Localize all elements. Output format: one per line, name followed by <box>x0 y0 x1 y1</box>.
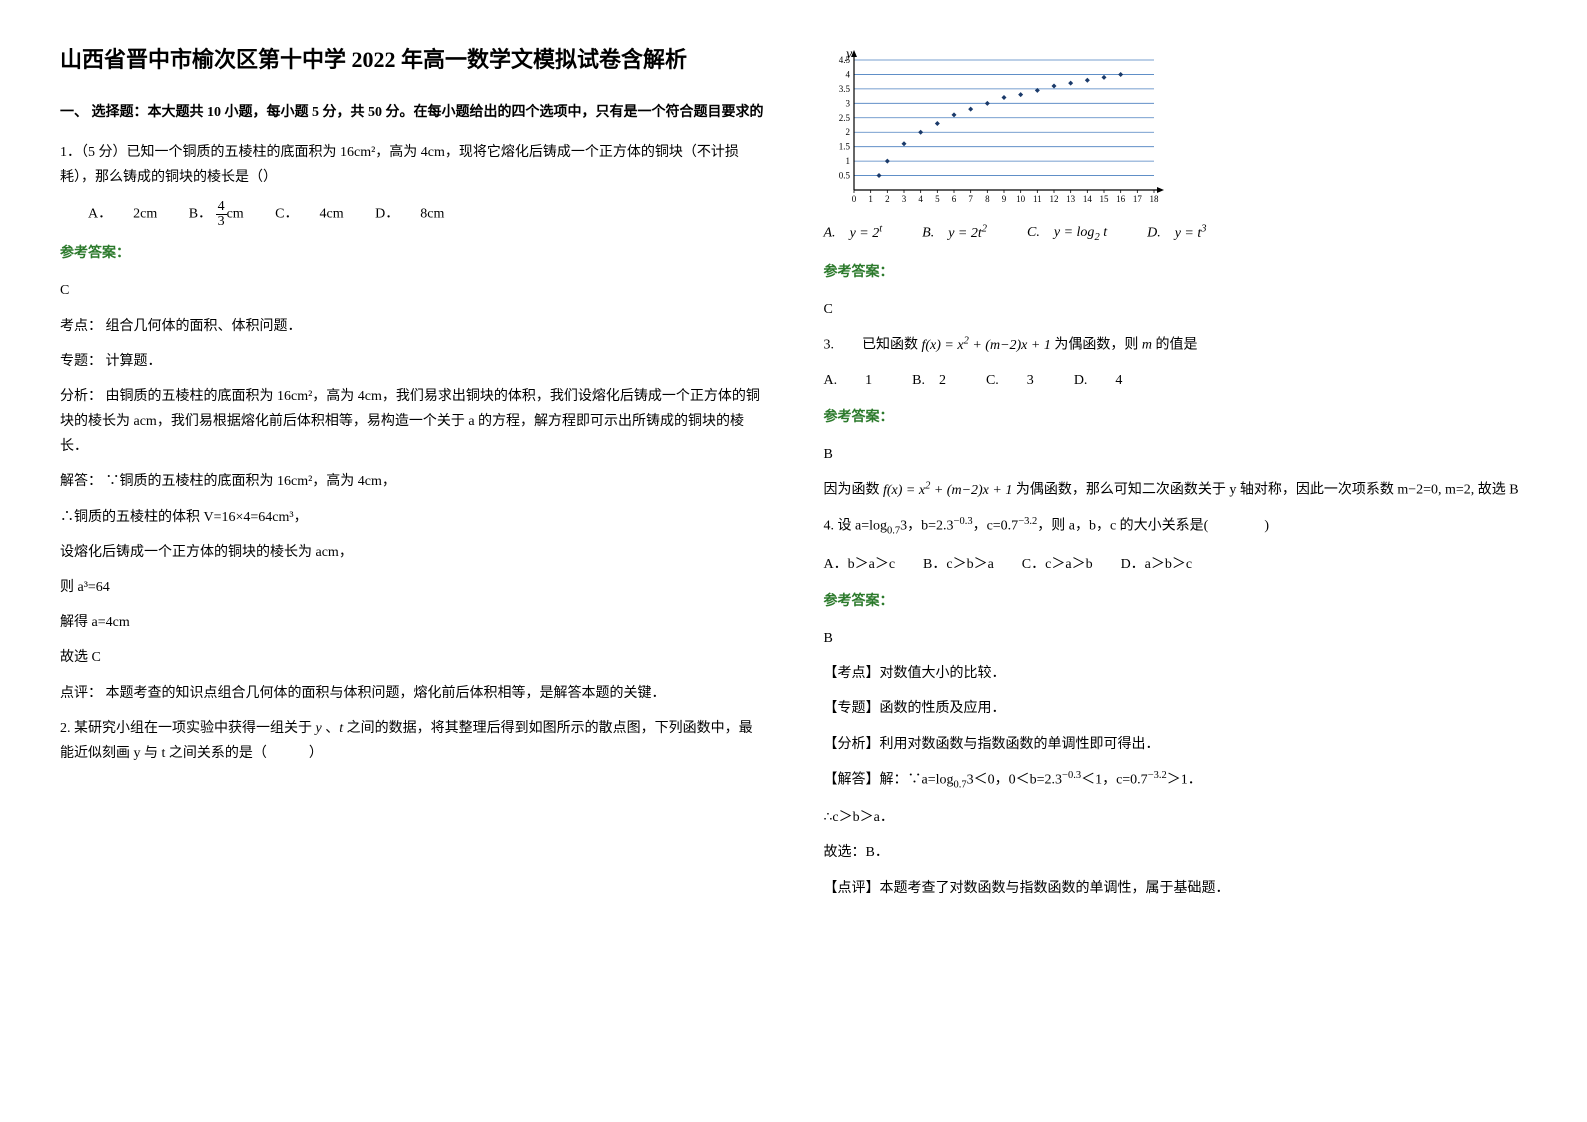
cm-unit: cm <box>227 207 244 222</box>
svg-text:5: 5 <box>935 194 940 204</box>
svg-text:6: 6 <box>951 194 956 204</box>
svg-text:9: 9 <box>1001 194 1006 204</box>
svg-text:0: 0 <box>851 194 856 204</box>
q2-opt-d: D. y = t3 <box>1147 220 1206 248</box>
answer-label-2: 参考答案： <box>824 260 1528 285</box>
svg-text:7: 7 <box>968 194 973 204</box>
q4-jieda2: ∴c＞b＞a． <box>824 805 1528 830</box>
svg-text:1: 1 <box>845 156 850 166</box>
q4-kaodian: 【考点】对数值大小的比较． <box>824 661 1528 686</box>
q1-options: A． 2cm B． 4 3 cm C． 4cm D． 8cm <box>60 200 764 229</box>
q1-jieda2: ∴铜质的五棱柱的体积 V=16×4=64cm³， <box>60 505 764 530</box>
q1-kaodian: 考点： 组合几何体的面积、体积问题． <box>60 314 764 339</box>
q3-opt-d: D. 4 <box>1074 368 1123 393</box>
q1-fenxi: 分析： 由铜质的五棱柱的底面积为 16cm²，高为 4cm，我们易求出铜块的体积… <box>60 384 764 460</box>
q4-dianping: 【点评】本题考查了对数函数与指数函数的单调性，属于基础题． <box>824 876 1528 901</box>
svg-text:1: 1 <box>868 194 873 204</box>
svg-text:0.5: 0.5 <box>838 171 850 181</box>
svg-text:17: 17 <box>1132 194 1142 204</box>
q3-opt-b: B. 2 <box>912 368 946 393</box>
svg-text:8: 8 <box>985 194 990 204</box>
q1-jieda3: 设熔化后铸成一个正方体的铜块的棱长为 acm， <box>60 540 764 565</box>
svg-text:11: 11 <box>1032 194 1041 204</box>
q4-zhuanti: 【专题】函数的性质及应用． <box>824 696 1528 721</box>
q1-opt-b: B． <box>189 207 212 222</box>
q1-opt-b-frac: 4 3 <box>216 200 227 229</box>
q1-jieda6: 故选 C <box>60 645 764 670</box>
q3-opt-a: A. 1 <box>824 368 873 393</box>
q1-opt-c: C． 4cm <box>275 207 343 222</box>
svg-text:4: 4 <box>845 69 850 79</box>
svg-text:16: 16 <box>1116 194 1126 204</box>
svg-text:10: 10 <box>1016 194 1025 204</box>
q4-answer: B <box>824 626 1528 651</box>
q1-answer: C <box>60 278 764 303</box>
answer-label-3: 参考答案： <box>824 405 1528 430</box>
svg-text:3: 3 <box>845 98 850 108</box>
q1-zhuanti: 专题： 计算题． <box>60 349 764 374</box>
q1-opt-d: D． 8cm <box>375 207 444 222</box>
q2-opt-c: C. y = log2 t <box>1027 220 1107 248</box>
svg-text:y: y <box>844 50 853 62</box>
svg-text:12: 12 <box>1049 194 1058 204</box>
q1-jieda5: 解得 a=4cm <box>60 610 764 635</box>
q4-text: 4. 设 a=log0.73，b=2.3−0.3，c=0.7−3.2，则 a，b… <box>824 513 1528 541</box>
q3-opt-c: C. 3 <box>986 368 1034 393</box>
svg-text:2: 2 <box>885 194 890 204</box>
scatter-chart: 0.511.522.533.544.5012345678910111213141… <box>824 50 1528 210</box>
svg-text:2.5: 2.5 <box>838 113 850 123</box>
q3-text: 3. 已知函数 f(x) = x2 + (m−2)x + 1 为偶函数，则 m … <box>824 332 1528 358</box>
q2-options: A. y = 2t B. y = 2t2 C. y = log2 t D. y … <box>824 220 1528 248</box>
q3-options: A. 1 B. 2 C. 3 D. 4 <box>824 368 1528 393</box>
q4-options: A．b＞a＞c B．c＞b＞a C．c＞a＞b D．a＞b＞c <box>824 552 1528 577</box>
answer-label: 参考答案： <box>60 241 764 266</box>
svg-text:3.5: 3.5 <box>838 84 850 94</box>
q1-jieda1: 解答： ∵铜质的五棱柱的底面积为 16cm²，高为 4cm， <box>60 469 764 494</box>
q3-answer: B <box>824 442 1528 467</box>
svg-text:4: 4 <box>918 194 923 204</box>
svg-text:14: 14 <box>1082 194 1092 204</box>
svg-text:13: 13 <box>1066 194 1076 204</box>
q2-text: 2. 某研究小组在一项实验中获得一组关于 y 、t 之间的数据，将其整理后得到如… <box>60 716 764 766</box>
q2-answer: C <box>824 297 1528 322</box>
q4-jieda1: 【解答】解：∵a=log0.73＜0，0＜b=2.3−0.3＜1，c=0.7−3… <box>824 767 1528 795</box>
q1-dianping: 点评： 本题考查的知识点组合几何体的面积与体积问题，熔化前后体积相等，是解答本题… <box>60 681 764 706</box>
q1-opt-a: A． 2cm <box>88 207 157 222</box>
answer-label-4: 参考答案： <box>824 589 1528 614</box>
svg-text:3: 3 <box>901 194 906 204</box>
section-header: 一、 选择题：本大题共 10 小题，每小题 5 分，共 50 分。在每小题给出的… <box>60 100 764 125</box>
q4-fenxi: 【分析】利用对数函数与指数函数的单调性即可得出． <box>824 732 1528 757</box>
q1-text: 1．（5 分）已知一个铜质的五棱柱的底面积为 16cm²，高为 4cm，现将它熔… <box>60 140 764 190</box>
svg-text:15: 15 <box>1099 194 1109 204</box>
svg-text:1.5: 1.5 <box>838 142 850 152</box>
svg-text:18: 18 <box>1149 194 1159 204</box>
q4-jieda3: 故选：B． <box>824 840 1528 865</box>
page-title: 山西省晋中市榆次区第十中学 2022 年高一数学文模拟试卷含解析 <box>60 40 764 80</box>
q1-jieda4: 则 a³=64 <box>60 575 764 600</box>
q3-explain: 因为函数 f(x) = x2 + (m−2)x + 1 为偶函数，那么可知二次函… <box>824 477 1528 503</box>
q2-opt-b: B. y = 2t2 <box>922 220 987 248</box>
q2-opt-a: A. y = 2t <box>824 220 883 248</box>
svg-text:2: 2 <box>845 127 850 137</box>
